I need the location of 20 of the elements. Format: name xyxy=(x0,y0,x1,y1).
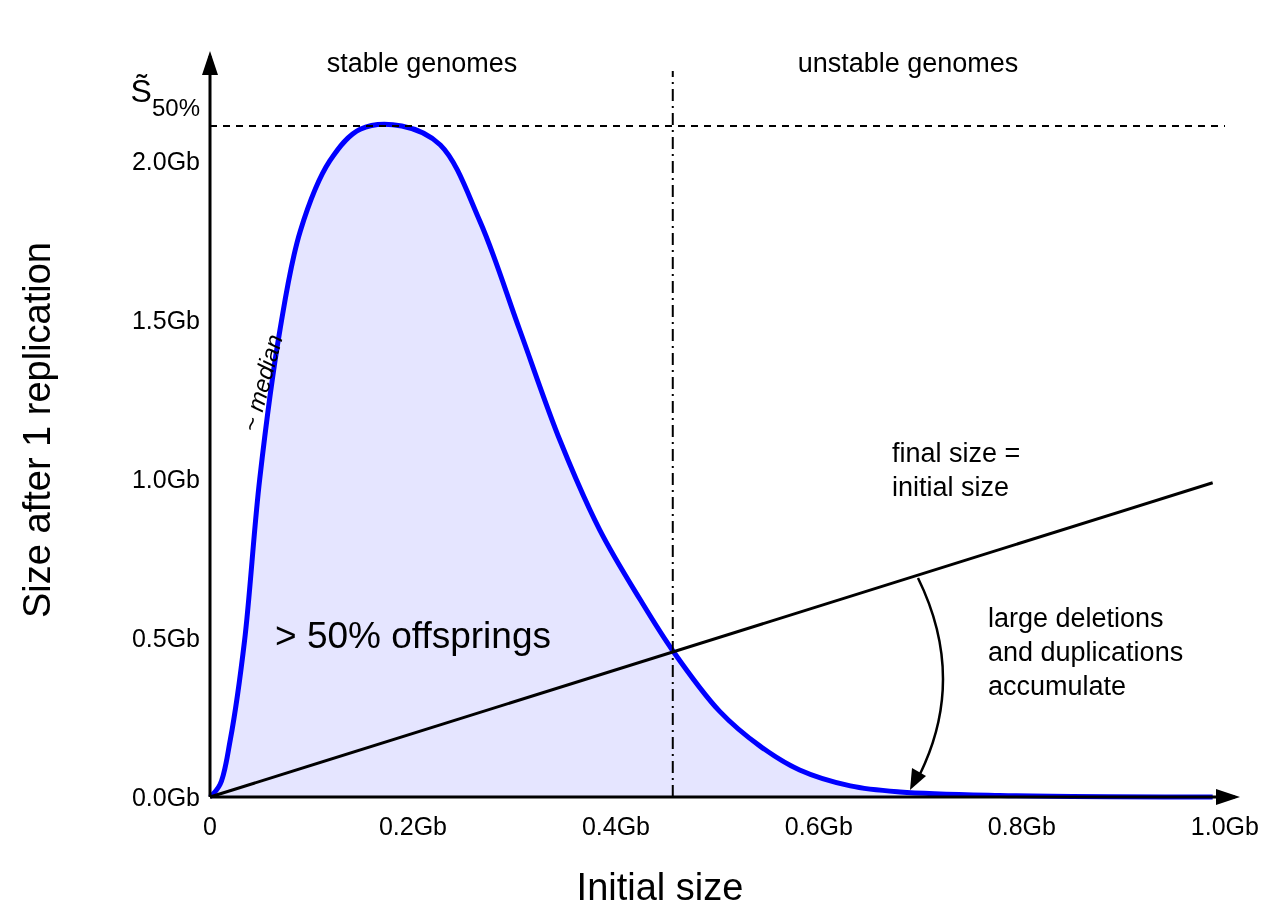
annotation: final size = initial size xyxy=(892,438,1021,502)
annotation: stable genomes xyxy=(326,48,518,78)
x-tick-label: 1.0Gb xyxy=(1190,812,1259,840)
y-tick-label: 1.5Gb xyxy=(131,305,200,334)
annotation: ~ median xyxy=(235,331,288,435)
y-tick-label: 0.0Gb xyxy=(131,783,200,811)
x-tick-label: 0.8Gb xyxy=(987,812,1056,840)
annotation: large deletions and duplications accumulate xyxy=(988,603,1184,701)
annotation: > 50% offsprings xyxy=(275,615,551,656)
y-tick-label: 2.0Gb xyxy=(131,146,200,175)
x-tick-label: 0.4Gb xyxy=(581,812,650,840)
x-tick-label: 0.6Gb xyxy=(784,812,853,840)
y-tick-label: 1.0Gb xyxy=(131,464,200,493)
annotation: unstable genomes xyxy=(797,48,1019,78)
x-axis-title: Initial size xyxy=(576,866,744,908)
x-tick-label: 0.2Gb xyxy=(378,812,448,840)
y-axis-title: Size after 1 replication xyxy=(16,242,58,618)
x-tick-label: 0 xyxy=(203,812,217,840)
y-tick-label: 0.5Gb xyxy=(131,623,200,652)
legend-label: S̃$_{50%}$ xyxy=(130,72,200,121)
